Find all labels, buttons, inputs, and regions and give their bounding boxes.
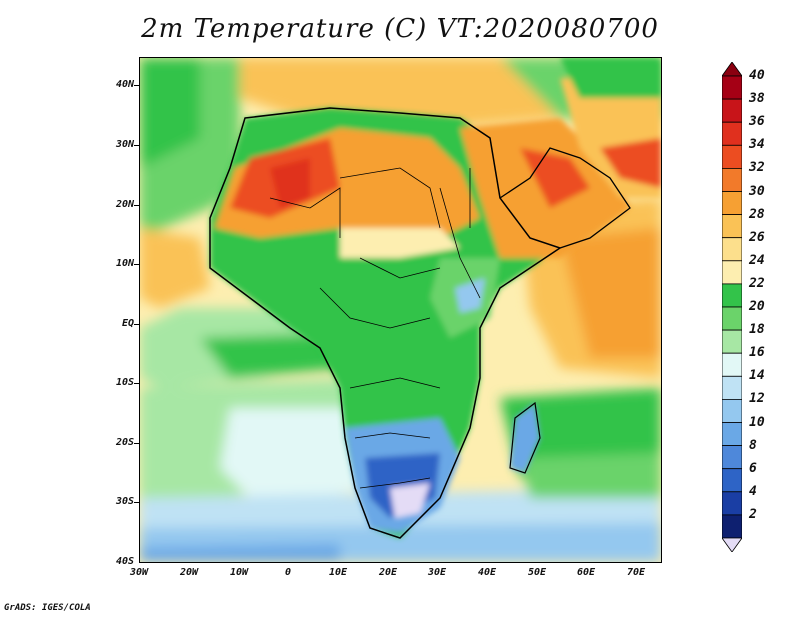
colorbar-swatch xyxy=(722,306,742,331)
colorbar-level-label: 26 xyxy=(749,229,765,245)
arabia-outline xyxy=(499,147,631,249)
lon-label-10e: 10E xyxy=(328,567,348,578)
lat-tick xyxy=(134,264,139,265)
temperature-map xyxy=(140,58,661,562)
colorbar-level-label: 14 xyxy=(749,368,765,384)
lon-label-40e: 40E xyxy=(477,567,497,578)
colorbar-level-label: 34 xyxy=(749,137,765,153)
colorbar-level-label: 40 xyxy=(749,68,765,83)
colorbar-swatch xyxy=(722,445,742,470)
colorbar-level-label: 10 xyxy=(749,414,765,430)
colorbar-level-label: 20 xyxy=(749,299,765,314)
lat-label-10n: 10N xyxy=(115,258,134,269)
lat-label-20s: 20S xyxy=(115,437,134,448)
lon-label-10w: 10W xyxy=(229,567,249,578)
colorbar-swatch xyxy=(722,422,742,447)
colorbar-level-label: 28 xyxy=(749,206,765,222)
lon-label-30e: 30E xyxy=(427,567,447,578)
colorbar-swatch xyxy=(722,514,742,539)
lat-tick xyxy=(134,502,139,503)
lat-label-40n: 40N xyxy=(115,79,134,90)
lat-tick xyxy=(134,383,139,384)
coastline xyxy=(209,107,562,539)
lon-label-20w: 20W xyxy=(179,567,199,578)
lon-label-30w: 30W xyxy=(129,567,149,578)
lon-label-60e: 60E xyxy=(576,567,596,578)
colorbar-swatch xyxy=(722,260,742,285)
colorbar-level-label: 36 xyxy=(749,114,765,130)
lat-tick xyxy=(134,443,139,444)
colorbar-swatch xyxy=(722,98,742,123)
lon-label-0: 0 xyxy=(284,567,292,578)
colorbar-level-label: 6 xyxy=(749,460,757,476)
colorbar-swatch xyxy=(722,352,742,377)
colorbar-level-label: 24 xyxy=(749,252,765,268)
madagascar-outline xyxy=(509,401,541,474)
lat-tick xyxy=(134,85,139,86)
lat-tick xyxy=(134,205,139,206)
colorbar-level-label: 38 xyxy=(749,91,765,107)
colorbar-top-arrow xyxy=(722,62,742,77)
lon-label-70e: 70E xyxy=(626,567,646,578)
colorbar-level-label: 4 xyxy=(749,483,757,499)
map-title: 2m Temperature (C) VT:2020080700 xyxy=(141,14,659,44)
colorbar-level-label: 30 xyxy=(749,183,765,199)
colorbar xyxy=(722,62,742,552)
colorbar-swatch xyxy=(722,237,742,262)
lat-label-30s: 30S xyxy=(115,496,134,507)
colorbar-level-label: 22 xyxy=(749,275,765,291)
colorbar-level-label: 12 xyxy=(749,391,765,407)
colorbar-swatch xyxy=(722,468,742,493)
lat-tick xyxy=(134,324,139,325)
grads-credit: GrADS: IGES/COLA xyxy=(4,603,91,613)
colorbar-level-label: 32 xyxy=(749,160,765,176)
lat-label-20n: 20N xyxy=(115,199,134,210)
colorbar-swatch xyxy=(722,168,742,192)
lon-label-20e: 20E xyxy=(378,567,398,578)
colorbar-level-label: 16 xyxy=(749,345,765,361)
colorbar-swatch xyxy=(722,329,742,354)
lat-tick xyxy=(134,145,139,146)
colorbar-level-label: 2 xyxy=(749,506,757,522)
lat-label-eq: EQ xyxy=(121,318,134,329)
colorbar-swatch xyxy=(722,375,742,400)
colorbar-level-label: 8 xyxy=(749,437,757,453)
colorbar-swatch xyxy=(722,491,742,516)
colorbar-swatch xyxy=(722,191,742,216)
colorbar-swatch xyxy=(722,144,742,169)
lat-label-40s: 40S xyxy=(115,556,134,567)
colorbar-swatch xyxy=(722,121,742,146)
colorbar-level-label: 18 xyxy=(749,322,765,338)
lat-label-30n: 30N xyxy=(115,139,134,150)
colorbar-swatch xyxy=(722,283,742,308)
colorbar-swatch xyxy=(722,75,742,100)
lon-label-50e: 50E xyxy=(527,567,547,578)
colorbar-swatch xyxy=(722,398,742,423)
lat-label-10s: 10S xyxy=(115,377,134,388)
africa-land xyxy=(210,58,661,538)
colorbar-swatch xyxy=(722,214,742,239)
colorbar-bottom-arrow xyxy=(722,537,742,552)
